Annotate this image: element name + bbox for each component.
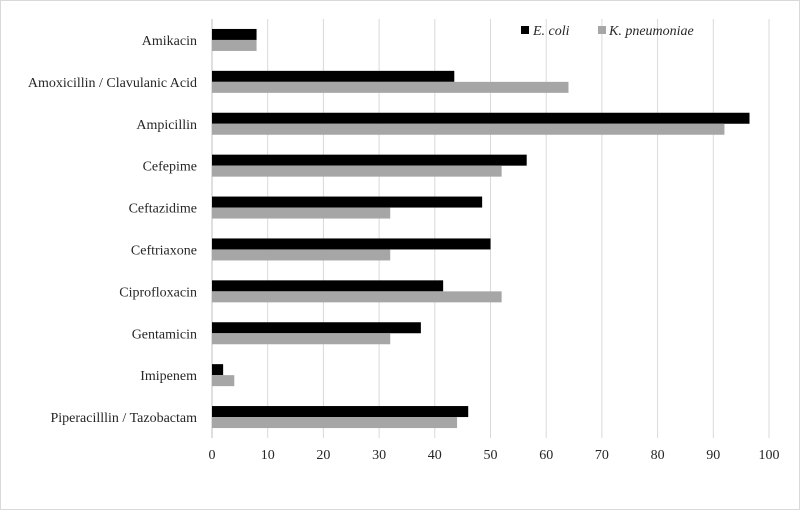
bar-e-coli-ceftazidime	[212, 196, 483, 208]
x-tick-label: 90	[706, 448, 720, 463]
bar-e-coli-imipenem	[212, 364, 224, 376]
bar-k-pneumoniae-ampicillin	[212, 123, 725, 135]
bar-e-coli-ciprofloxacin	[212, 280, 444, 292]
bar-k-pneumoniae-ceftriaxone	[212, 249, 391, 261]
bar-k-pneumoniae-amoxicillin-clavulanic-acid	[212, 81, 569, 93]
bar-e-coli-amoxicillin-clavulanic-acid	[212, 70, 455, 82]
legend-swatch-e-coli	[521, 26, 529, 34]
bar-e-coli-amikacin	[212, 28, 257, 40]
category-label-ciprofloxacin: Ciprofloxacin	[119, 285, 197, 300]
bar-k-pneumoniae-gentamicin	[212, 333, 391, 345]
x-tick-label: 70	[595, 448, 609, 463]
x-tick-label: 100	[759, 448, 780, 463]
legend: E. coli K. pneumoniae	[521, 24, 694, 39]
x-tick-label: 20	[316, 448, 330, 463]
x-tick-label: 80	[651, 448, 665, 463]
x-tick-label: 50	[484, 448, 498, 463]
category-label-ampicillin: Ampicillin	[136, 118, 197, 133]
x-axis-tick-labels: 0 10 20 30 40 50 60 70 80 90 100	[209, 448, 780, 463]
bar-e-coli-ampicillin	[212, 112, 750, 124]
category-label-amoxicillin-clavulanic-acid: Amoxicillin / Clavulanic Acid	[28, 76, 197, 91]
category-label-ceftriaxone: Ceftriaxone	[131, 243, 197, 258]
x-tick-label: 10	[261, 448, 275, 463]
x-tick-label: 30	[372, 448, 386, 463]
legend-swatch-k-pneumoniae	[598, 26, 606, 34]
bar-k-pneumoniae-imipenem	[212, 375, 235, 387]
category-label-imipenem: Imipenem	[140, 369, 197, 384]
bar-k-pneumoniae-cefepime	[212, 165, 502, 177]
bar-k-pneumoniae-piperacilllin-tazobactam	[212, 417, 458, 429]
legend-label-e-coli: E. coli	[532, 24, 570, 39]
category-labels: Amikacin Amoxicillin / Clavulanic Acid Amp…	[28, 34, 197, 426]
bar-k-pneumoniae-ceftazidime	[212, 207, 391, 219]
x-tick-label: 0	[209, 448, 216, 463]
bar-e-coli-gentamicin	[212, 322, 421, 334]
category-label-piperacilllin-tazobactam: Piperacilllin / Tazobactam	[51, 411, 198, 426]
bar-k-pneumoniae-ciprofloxacin	[212, 291, 502, 303]
category-label-amikacin: Amikacin	[142, 34, 197, 49]
x-tick-label: 60	[539, 448, 553, 463]
legend-label-k-pneumoniae: K. pneumoniae	[608, 24, 694, 39]
category-label-cefepime: Cefepime	[143, 160, 197, 175]
category-label-ceftazidime: Ceftazidime	[129, 202, 197, 217]
bar-e-coli-ceftriaxone	[212, 238, 491, 250]
x-tick-label: 40	[428, 448, 442, 463]
category-label-gentamicin: Gentamicin	[132, 327, 197, 342]
bar-k-pneumoniae-amikacin	[212, 39, 257, 51]
bar-e-coli-piperacilllin-tazobactam	[212, 406, 469, 418]
bar-e-coli-cefepime	[212, 154, 527, 166]
bars	[212, 28, 750, 429]
